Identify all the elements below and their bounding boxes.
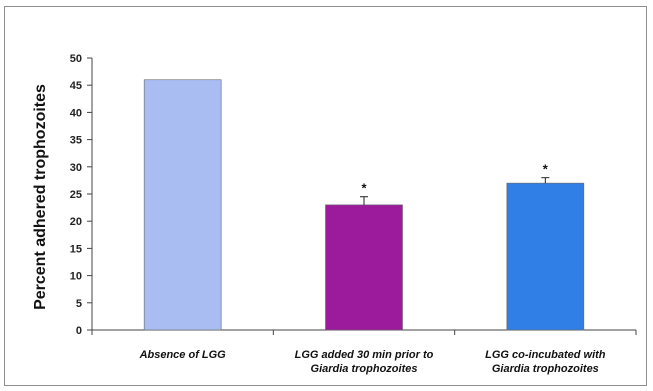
y-tick-label: 10 [70,271,82,283]
y-tick-label: 20 [70,216,82,228]
y-tick-label: 40 [70,107,82,119]
y-axis-label: Percent adhered trophozoites [32,84,49,310]
y-tick-label: 50 [70,53,82,65]
y-tick-label: 45 [70,80,82,92]
category-label: LGG added 30 min prior to [295,349,434,361]
category-label: Giardia trophozoites [311,363,418,375]
category-label: Giardia trophozoites [492,363,599,375]
bar-chart: Percent adhered trophozoites 0 5 10 15 20 25 3… [32,53,637,375]
category-labels: Absence of LGG LGG added 30 min prior to G… [139,349,606,375]
category-label: Absence of LGG [139,349,227,361]
y-tick-label: 0 [76,325,82,337]
significance-marker: * [361,181,367,196]
bar [143,79,222,331]
bar [325,204,403,331]
y-tick-label: 35 [70,135,82,147]
y-tick-label: 25 [70,189,82,201]
bar [506,182,585,331]
y-tick-label: 30 [70,162,82,174]
significance-marker: * [543,162,549,177]
bars: ** [143,79,585,331]
chart-frame: Percent adhered trophozoites 0 5 10 15 20 25 3… [4,6,647,386]
y-tick-label: 5 [76,298,82,310]
category-label: LGG co-incubated with [485,349,606,361]
y-tick-label: 15 [70,243,82,255]
